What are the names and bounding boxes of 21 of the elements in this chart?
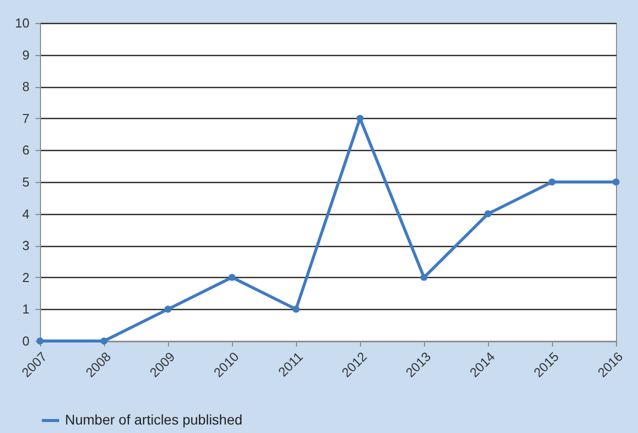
point (612, 178, 620, 186)
legend-label: Number of articles published (65, 412, 242, 428)
y-tick-label: 10 (15, 16, 30, 30)
point (228, 274, 236, 281)
point (164, 306, 172, 313)
y-tick-label: 6 (22, 142, 30, 158)
y-tick-label: 7 (22, 110, 30, 126)
y-tick-label: 3 (22, 238, 30, 254)
point (420, 274, 428, 281)
y-tick-label: 1 (22, 302, 30, 317)
y-tick-label: 8 (22, 79, 30, 94)
point (356, 114, 364, 122)
point (484, 210, 492, 218)
y-tick-label: 4 (22, 206, 30, 222)
point (292, 306, 300, 313)
y-tick-label: 9 (22, 47, 30, 62)
point (548, 178, 556, 186)
y-tick-label: 2 (22, 270, 30, 285)
point (100, 337, 108, 345)
y-tick-label: 0 (22, 334, 30, 348)
y-tick-label: 5 (22, 174, 30, 190)
